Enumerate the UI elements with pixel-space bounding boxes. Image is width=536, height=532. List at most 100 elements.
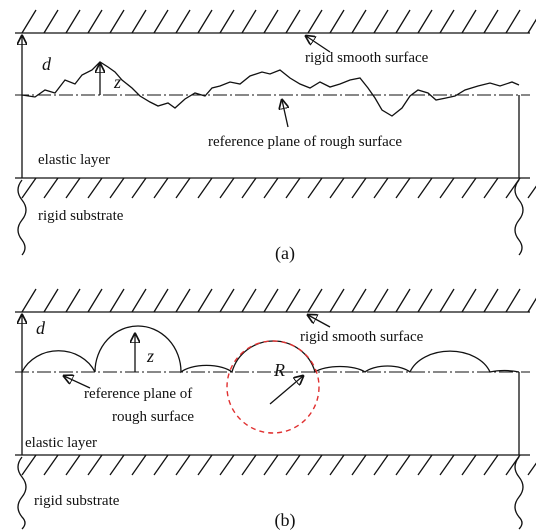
hatch: [176, 455, 190, 475]
caption: (b): [275, 510, 296, 531]
hatch: [374, 178, 388, 198]
hatch: [440, 178, 454, 198]
hatch: [198, 455, 212, 475]
reference-plane-label: reference plane of: [84, 386, 192, 402]
hatch: [110, 10, 124, 33]
hatch: [22, 178, 36, 198]
hatch: [88, 289, 102, 312]
hatch: [264, 10, 278, 33]
hatch: [44, 10, 58, 33]
asperity-circle: [227, 341, 319, 433]
hatch: [66, 178, 80, 198]
hatch: [286, 10, 300, 33]
break-line: [18, 180, 26, 255]
radius-label: R: [273, 360, 285, 380]
hatch: [330, 455, 344, 475]
hatch: [396, 289, 410, 312]
hatch: [330, 178, 344, 198]
hatch: [264, 178, 278, 198]
hatch: [176, 10, 190, 33]
hatch: [110, 455, 124, 475]
hatch: [88, 178, 102, 198]
hatch: [286, 289, 300, 312]
hatch: [462, 455, 476, 475]
hatch: [440, 289, 454, 312]
top-surface-label: rigid smooth surface: [300, 329, 424, 345]
break-line: [18, 457, 26, 529]
hatch: [132, 178, 146, 198]
substrate-label: rigid substrate: [34, 493, 120, 509]
panel-b: d z R rigid smooth surface reference pla…: [15, 312, 530, 531]
hatch: [374, 10, 388, 33]
reference-plane-label: reference plane of rough surface: [208, 134, 402, 150]
hatch: [528, 455, 536, 475]
hatch: [396, 10, 410, 33]
hatch: [154, 10, 168, 33]
hatch: [44, 455, 58, 475]
hatch: [418, 289, 432, 312]
hatch: [396, 455, 410, 475]
hatch: [484, 289, 498, 312]
hatch: [308, 455, 322, 475]
pointer: [282, 100, 288, 127]
layer-label: elastic layer: [38, 152, 110, 168]
hatch: [484, 178, 498, 198]
hatch: [198, 178, 212, 198]
break-line: [515, 457, 523, 529]
hatch: [154, 178, 168, 198]
reference-plane-label: rough surface: [112, 409, 194, 425]
hatch: [506, 10, 520, 33]
hatch: [132, 455, 146, 475]
hatch: [88, 10, 102, 33]
hatch: [286, 178, 300, 198]
hatch: [374, 289, 388, 312]
hatch: [176, 289, 190, 312]
hatch: [418, 10, 432, 33]
hatch: [484, 10, 498, 33]
height-label: z: [146, 346, 154, 366]
hatch: [418, 455, 432, 475]
asperities: [22, 326, 519, 372]
hatch: [198, 10, 212, 33]
hatch: [484, 455, 498, 475]
hatch: [220, 455, 234, 475]
hatch: [352, 10, 366, 33]
hatch: [308, 178, 322, 198]
hatch: [154, 289, 168, 312]
hatch: [528, 10, 536, 33]
hatch: [308, 10, 322, 33]
hatch: [44, 289, 58, 312]
hatch: [22, 10, 36, 33]
hatch: [352, 178, 366, 198]
hatch: [66, 10, 80, 33]
hatch: [352, 455, 366, 475]
gap-label: d: [36, 318, 46, 338]
hatch: [22, 289, 36, 312]
radius-arrow: [270, 376, 303, 404]
hatch: [462, 178, 476, 198]
hatch: [66, 455, 80, 475]
caption: (a): [275, 243, 295, 264]
hatch: [242, 178, 256, 198]
hatch: [66, 289, 80, 312]
layer-label: elastic layer: [25, 435, 97, 451]
hatch: [506, 289, 520, 312]
hatch: [440, 10, 454, 33]
hatch: [308, 289, 322, 312]
hatch: [462, 10, 476, 33]
figure: d z rigid smooth surface reference plane…: [0, 0, 536, 532]
hatch: [110, 289, 124, 312]
hatch: [220, 178, 234, 198]
hatch: [22, 455, 36, 475]
top-surface-label: rigid smooth surface: [305, 50, 429, 66]
hatch: [440, 455, 454, 475]
hatch: [528, 289, 536, 312]
hatch: [264, 289, 278, 312]
hatch: [330, 289, 344, 312]
hatch: [44, 178, 58, 198]
hatch: [110, 178, 124, 198]
pointer: [308, 315, 330, 327]
hatch: [462, 289, 476, 312]
hatch: [286, 455, 300, 475]
hatch: [242, 289, 256, 312]
